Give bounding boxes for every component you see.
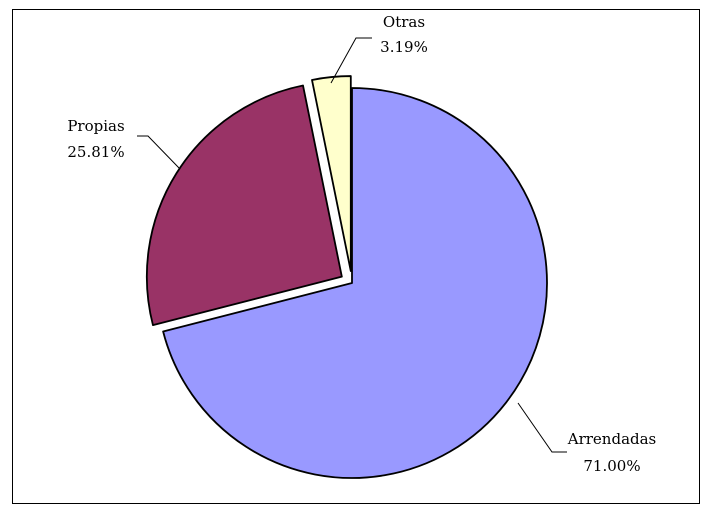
slice-value-propias: 25.81% bbox=[67, 143, 124, 161]
slice-value-otras: 3.19% bbox=[380, 38, 428, 56]
pie-slice-propias bbox=[145, 84, 343, 327]
leader-line-otras bbox=[330, 37, 372, 84]
slice-value-arrendadas: 71.00% bbox=[583, 457, 640, 475]
slice-label-otras: Otras bbox=[383, 13, 425, 31]
slice-label-arrendadas: Arrendadas bbox=[567, 430, 657, 448]
leader-line-arrendadas bbox=[517, 402, 567, 453]
leader-line-propias bbox=[137, 135, 181, 170]
pie-slice-otras bbox=[311, 75, 352, 272]
slice-label-propias: Propias bbox=[67, 117, 124, 135]
pie-slice-arrendadas bbox=[162, 87, 548, 479]
